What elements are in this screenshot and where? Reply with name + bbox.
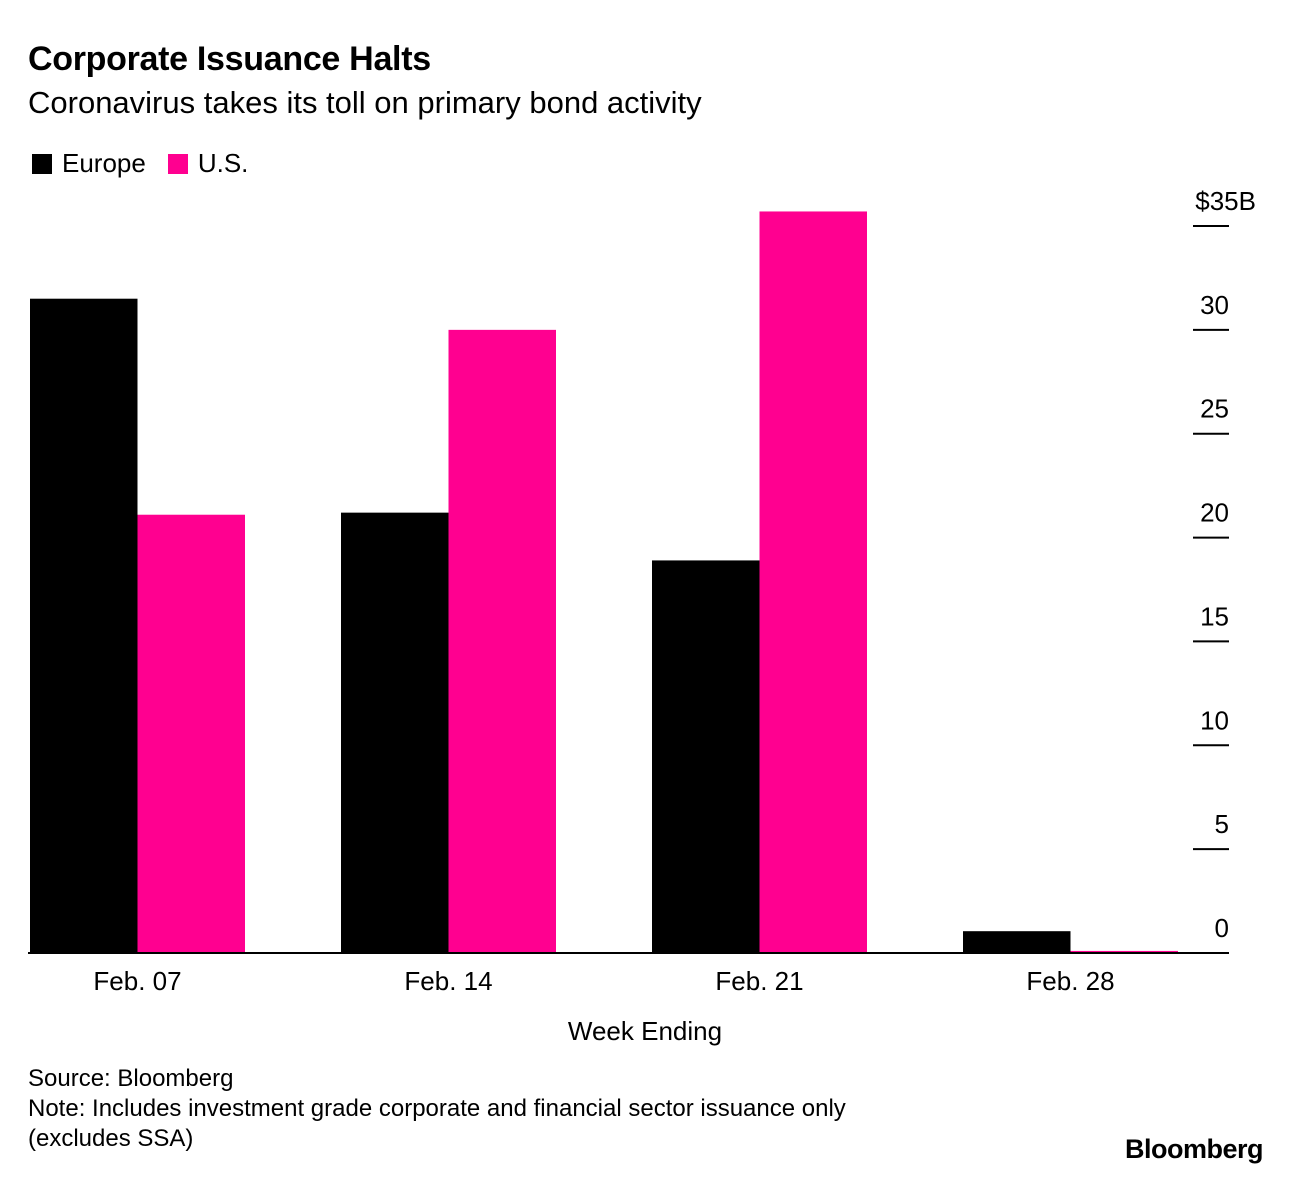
legend-label-europe: Europe [62,148,146,178]
chart-footer: Source: Bloomberg Note: Includes investm… [28,1064,846,1154]
y-tick-label-30: 30 [1200,290,1229,320]
legend-swatch-europe [32,153,52,174]
y-tick-label-15: 15 [1200,601,1229,631]
legend-item-europe: Europe [32,148,146,179]
bar-europe-feb--28 [963,931,1071,953]
x-tick-label-feb--07: Feb. 07 [93,966,181,996]
y-tick-label-0: 0 [1215,913,1229,943]
legend-item-us: U.S. [167,148,249,179]
y-tick-label-20: 20 [1200,498,1229,528]
chart-title: Corporate Issuance Halts [28,40,431,78]
legend-swatch-us [167,153,188,174]
footnote-line-1: Note: Includes investment grade corporat… [28,1095,846,1122]
x-axis-title: Week Ending [568,1016,722,1046]
source-note: Source: Bloomberg [28,1065,234,1092]
bar-us-feb--21 [759,211,867,953]
bar-us-feb--28 [1070,950,1178,953]
y-tick-label-25: 25 [1200,394,1229,424]
bar-europe-feb--21 [652,560,760,953]
bar-us-feb--07 [137,514,245,953]
chart-subtitle: Coronavirus takes its toll on primary bo… [28,85,702,120]
bloomberg-logo: Bloomberg [1124,1134,1264,1164]
legend-label-us: U.S. [197,148,249,178]
footnote-line-2: (excludes SSA) [28,1125,194,1152]
x-tick-label-feb--21: Feb. 21 [715,966,803,996]
bar-europe-feb--14 [341,512,449,953]
y-tick-label-35: $35B [1195,186,1256,216]
chart-legend: Europe U.S. [32,148,270,179]
y-tick-label-10: 10 [1200,705,1229,735]
x-tick-label-feb--14: Feb. 14 [404,966,492,996]
bar-us-feb--14 [448,329,556,953]
bar-europe-feb--07 [30,298,138,953]
y-tick-label-5: 5 [1215,809,1229,839]
x-tick-label-feb--28: Feb. 28 [1026,966,1114,996]
